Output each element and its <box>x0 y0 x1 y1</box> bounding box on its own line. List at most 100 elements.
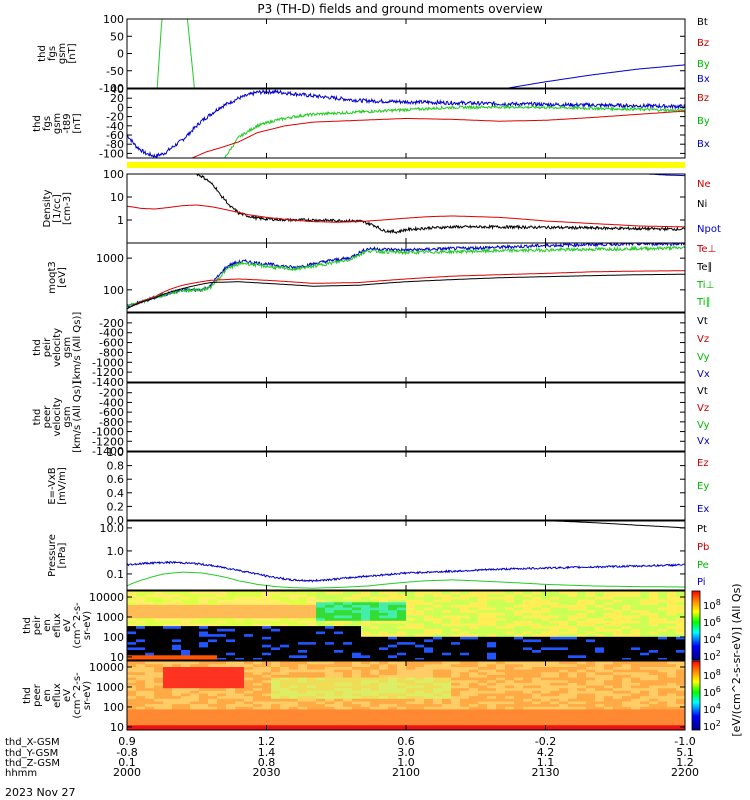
peir-spectrogram-cell <box>325 628 335 632</box>
peir-spectrogram-cell <box>127 612 137 616</box>
peer-spectrogram-cell <box>361 679 371 683</box>
ephemeris-value: 2000 <box>113 766 141 779</box>
peer-spectrogram-cell <box>487 684 497 689</box>
peir-spectrogram-cell <box>127 622 137 627</box>
peer-spectrogram-cell <box>415 711 425 715</box>
peer-spectrogram-cell <box>586 714 596 718</box>
peir-spectrogram-cell <box>388 622 398 627</box>
peir-spectrogram-cell <box>253 612 263 616</box>
fgs-legend-Bt: Bt <box>697 17 708 28</box>
peer-spectrogram-cell <box>496 663 506 667</box>
peer-spectrogram-cell <box>631 684 641 689</box>
peer-spectrogram-cell <box>406 690 416 694</box>
peer-spectrogram-cell <box>640 716 650 720</box>
peir-spectrogram-cell <box>523 606 533 611</box>
peir-spectrogram-cell <box>514 652 524 656</box>
peir-spectrogram-cell <box>253 620 263 624</box>
peir-spectrogram-cell <box>460 625 470 629</box>
efield-ytick-label: 0.8 <box>107 460 125 473</box>
peir-spectrogram-cell <box>451 641 461 645</box>
peer-spectrogram-cell <box>550 695 560 699</box>
peir-spectrogram-cell <box>145 636 155 640</box>
peer-spectrogram-cell <box>361 714 371 718</box>
peer-spectrogram-cell <box>568 703 578 707</box>
peir-spectrogram-cell <box>406 620 416 624</box>
peer-spectrogram-cell <box>271 695 281 699</box>
peer-spectrogram-cell <box>658 719 668 723</box>
peir-spectrogram-cell <box>532 630 542 635</box>
peir-spectrogram-cell <box>406 654 416 658</box>
peir-spectrogram-cell <box>532 633 542 637</box>
peir-spectrogram-cell <box>676 609 685 613</box>
peer-spectrogram-cell <box>550 708 560 713</box>
peir-spectrogram-cell <box>145 644 155 648</box>
ephemeris-value: 4.2 <box>537 746 555 759</box>
peer-spectrogram-cell <box>379 679 389 683</box>
peer-spectrogram-cell <box>622 671 632 675</box>
peir-spectrogram-cell <box>442 604 452 608</box>
peer-spectrogram-cell <box>199 698 209 702</box>
peer-spectrogram-cell <box>379 684 389 689</box>
peir-spectrogram-cell <box>631 614 641 619</box>
peer-spectrogram-cell <box>163 661 173 665</box>
ephemeris-value: -1.0 <box>674 735 695 748</box>
peer-spectrogram-cell <box>379 669 389 673</box>
peer-spectrogram-cell <box>307 700 317 705</box>
peer-spectrogram-cell <box>199 671 209 675</box>
peir-spectrogram-cell <box>532 649 542 653</box>
peir-spectrogram-cell <box>271 630 281 635</box>
peer-spectrogram-cell <box>622 666 632 670</box>
peer-spectrogram-cell <box>640 708 650 713</box>
peir-spectrogram-cell <box>487 628 497 632</box>
peir-spectrogram-cell <box>532 652 542 656</box>
peir-spectrogram-cell <box>469 617 479 621</box>
ephemeris-value: 3.0 <box>397 746 415 759</box>
peir-spectrogram-cell <box>343 609 353 613</box>
peer-spectrogram-cell <box>568 706 578 710</box>
peer-spectrogram-cell <box>163 700 173 705</box>
peer-spectrogram-cell <box>388 682 398 686</box>
peer-spectrogram-cell <box>199 663 209 667</box>
ephemeris-value: 1.0 <box>397 756 415 769</box>
peir-spectrogram-cell <box>442 620 452 624</box>
peer-spectrogram-cell <box>325 671 335 675</box>
peer-spectrogram-cell <box>154 684 164 689</box>
peer-spectrogram-cell <box>424 669 434 673</box>
peer-spectrogram-cell <box>163 663 173 667</box>
peer-spectrogram-cell <box>433 682 443 686</box>
peer-spectrogram-cell <box>442 679 452 683</box>
peer-spectrogram-cell <box>226 711 236 715</box>
peer-spectrogram-cell <box>586 663 596 667</box>
peer-spectrogram-cell <box>532 687 542 691</box>
temperature-legend-Te⊥: Te⊥ <box>696 244 716 255</box>
peir-spectrogram-cell <box>235 604 245 608</box>
peir-spectrogram-cell <box>253 633 263 637</box>
peer-spectrogram-cell <box>370 700 380 705</box>
peer-spectrogram-cell <box>622 692 632 697</box>
peir-spectrogram-cell <box>442 646 452 650</box>
peer-spectrogram-cell <box>271 722 281 726</box>
peir-spectrogram-cell <box>352 617 362 621</box>
peer-spectrogram-cell <box>289 669 299 673</box>
peer-spectrogram-cell <box>388 716 398 720</box>
peer-spectrogram-cell <box>487 724 497 728</box>
peir-spectrogram-cell <box>280 633 290 637</box>
peer-spectrogram-cell <box>253 661 263 665</box>
peir-velocity-ylabel-line: velocity <box>52 328 63 367</box>
peir-spectrogram-cell <box>505 606 515 611</box>
peer-spectrogram-cell <box>415 674 425 678</box>
peir-spectrogram-cell <box>415 625 425 629</box>
peir-spectrogram-cell <box>586 657 596 660</box>
peir-spectrogram-ytick-label: 10 <box>110 651 124 664</box>
peir-spectrogram-cell <box>154 638 164 643</box>
peir-spectrogram-cell <box>532 625 542 629</box>
peir-spectrogram-cell <box>523 636 533 640</box>
peir-spectrogram-cell <box>523 601 533 605</box>
peer-spectrogram-cell <box>172 682 182 686</box>
peir-spectrogram-cell <box>253 652 263 656</box>
peir-spectrogram-cell <box>316 591 326 595</box>
peer-spectrogram-cell <box>136 703 146 707</box>
peer-spectrogram-cell <box>388 698 398 702</box>
peir-spectrogram-cell <box>307 609 317 613</box>
peer-spectrogram-cell <box>244 703 254 707</box>
